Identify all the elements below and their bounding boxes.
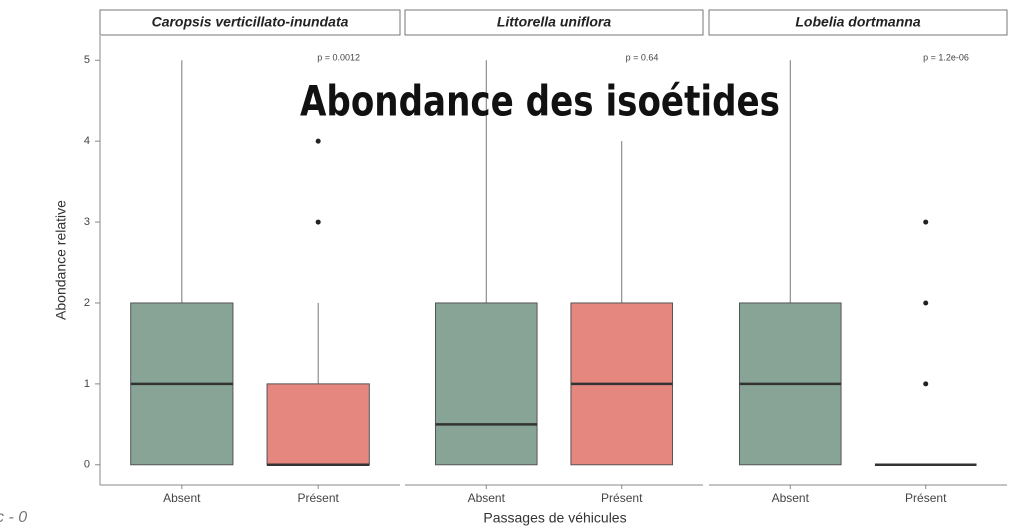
facet-title: Littorella uniflora	[497, 14, 612, 30]
y-tick-label: 3	[84, 216, 90, 228]
box	[434, 302, 538, 466]
y-axis-label: Abondance relative	[53, 200, 69, 320]
x-tick-label: Absent	[772, 491, 810, 505]
facet-title: Lobelia dortmanna	[795, 14, 920, 30]
facet-strip	[708, 9, 1008, 36]
p-value: p = 1.2e-06	[923, 52, 969, 62]
outlier	[923, 219, 929, 225]
x-tick-label: Absent	[468, 491, 506, 505]
y-tick-label: 4	[84, 135, 90, 147]
outlier	[315, 138, 321, 144]
facet-strip	[99, 9, 401, 36]
x-tick-label: Absent	[163, 491, 201, 505]
x-axis-label: Passages de véhicules	[483, 510, 626, 526]
outlier	[923, 381, 929, 387]
p-value: p = 0.64	[626, 52, 659, 62]
y-tick-label: 5	[84, 54, 90, 66]
box	[266, 383, 370, 466]
chart-title: Abondance des isoétides	[300, 77, 780, 126]
caption: c - 0	[0, 509, 27, 526]
outlier	[315, 219, 321, 225]
y-tick-label: 2	[84, 297, 90, 309]
facet-strip	[404, 9, 704, 36]
x-tick-label: Présent	[298, 491, 340, 505]
y-tick-label: 1	[84, 378, 90, 390]
facet-title: Caropsis verticillato-inundata	[152, 14, 349, 30]
y-tick-label: 0	[84, 459, 90, 471]
outlier	[923, 300, 929, 306]
x-tick-label: Présent	[905, 491, 947, 505]
p-value: p = 0.0012	[317, 52, 360, 62]
x-tick-label: Présent	[601, 491, 643, 505]
